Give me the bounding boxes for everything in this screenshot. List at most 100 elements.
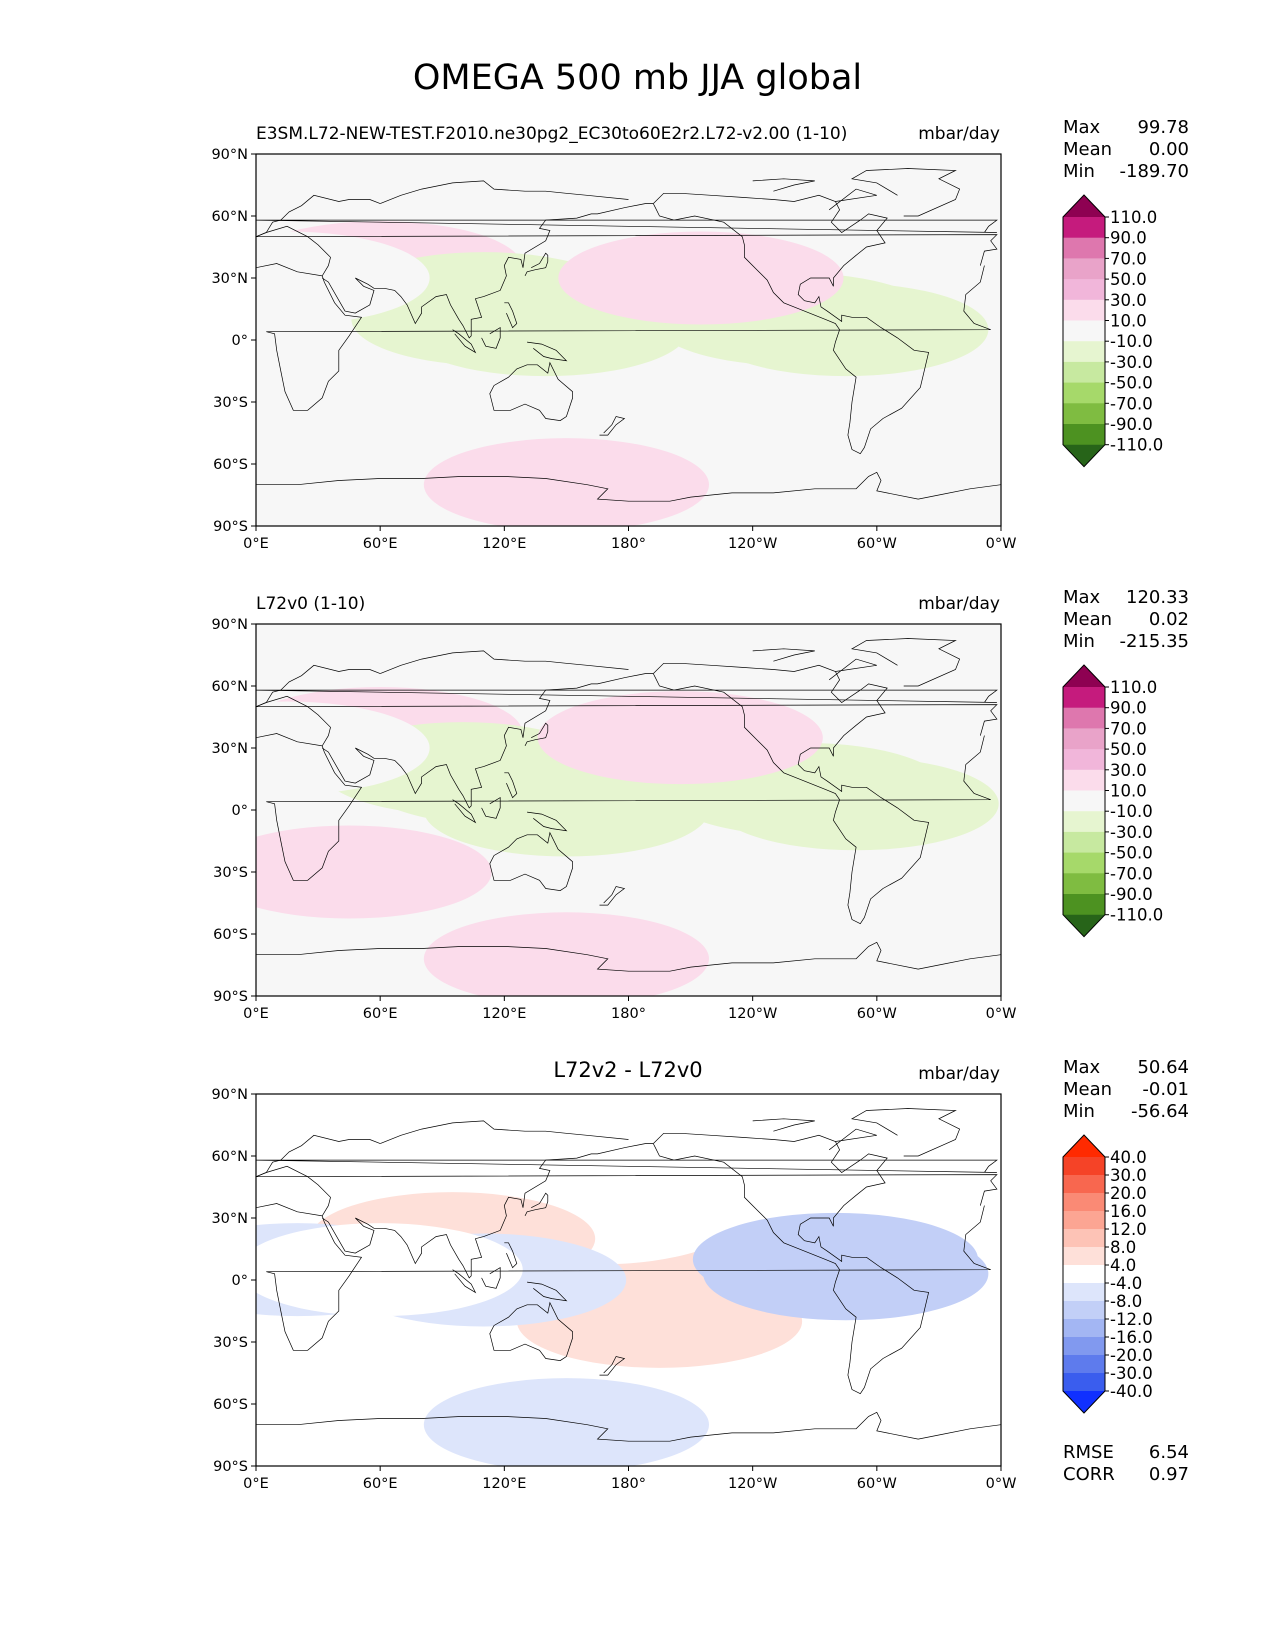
colorbar-tick-label: -50.0	[1110, 374, 1153, 393]
colorbar-tick-label: 10.0	[1110, 312, 1147, 331]
colorbar-tick-label: 70.0	[1110, 719, 1147, 738]
colorbar-segment	[1063, 403, 1105, 425]
field-feature-9	[256, 231, 430, 325]
colorbar-tick-label: -10.0	[1110, 332, 1153, 351]
colorbar-tick-label: -90.0	[1110, 885, 1153, 904]
field-feature-6	[423, 912, 709, 996]
y-tick-label: 90°N	[211, 617, 248, 633]
y-tick-label: 60°S	[213, 1397, 248, 1413]
colorbar-segment	[1063, 1373, 1105, 1392]
y-tick-label: 30°N	[211, 741, 248, 757]
x-tick-label: 0°E	[243, 1476, 269, 1492]
coastline	[504, 1242, 518, 1269]
x-tick-label: 120°W	[728, 1006, 777, 1022]
field-feature-11	[734, 1409, 1001, 1466]
field-features	[256, 221, 989, 526]
field-feature-8	[703, 1227, 989, 1321]
colorbar-tick-label: -30.0	[1110, 1364, 1153, 1383]
coastline	[527, 811, 568, 832]
colorbar-segment	[1063, 258, 1105, 280]
coastline	[599, 416, 626, 436]
colorbar-tick-label: -30.0	[1110, 823, 1153, 842]
coastline	[504, 302, 518, 329]
coastline	[524, 252, 549, 277]
coastline	[527, 341, 568, 362]
colorbar-segment	[1063, 299, 1105, 321]
y-tick-label: 90°S	[213, 519, 248, 535]
coastline	[850, 168, 961, 217]
y-tick-label: 30°S	[213, 1335, 248, 1351]
colorbar-segment	[1063, 320, 1105, 342]
colorbar-segment	[1063, 424, 1105, 446]
colorbar-segment	[1063, 873, 1105, 895]
y-tick-label: 0°	[232, 1273, 248, 1289]
y-tick-label: 30°N	[211, 1211, 248, 1227]
coastline	[752, 178, 815, 192]
field-feature-10	[423, 1378, 709, 1466]
colorbar-tick-label: 110.0	[1110, 678, 1157, 697]
coastline	[256, 664, 381, 708]
coastlines	[256, 638, 1001, 972]
panel3-title: L72v2 - L72v0	[553, 1058, 703, 1082]
coastline	[256, 225, 331, 277]
coastline	[322, 673, 654, 809]
coastline	[489, 831, 573, 891]
y-tick-label: 60°N	[211, 209, 248, 225]
coastline	[322, 1143, 654, 1279]
coastlines	[256, 1108, 1001, 1442]
field-feature-9	[256, 701, 430, 795]
colorbar-segment	[1063, 279, 1105, 301]
y-tick-label: 60°N	[211, 679, 248, 695]
coastlines	[256, 168, 1001, 502]
coastline	[380, 180, 629, 204]
colorbar-tick-label: -40.0	[1110, 1382, 1153, 1401]
x-tick-label: 0°W	[986, 1476, 1017, 1492]
colorbar-segment	[1063, 237, 1105, 259]
coastline	[380, 650, 629, 674]
coastline	[752, 1118, 815, 1132]
colorbar-segment	[1063, 217, 1105, 239]
coastline	[452, 799, 477, 824]
colorbar-difference: 40.030.020.016.012.08.04.0-4.0-8.0-12.0-…	[1062, 1134, 1153, 1414]
coastline	[652, 1132, 930, 1395]
panel2-units: mbar/day	[918, 594, 1000, 614]
panel1-title: E3SM.L72-NEW-TEST.F2010.ne30pg2_EC30to60…	[256, 124, 848, 144]
coastline	[599, 886, 626, 906]
colorbar-tick-label: 30.0	[1110, 1166, 1147, 1185]
colorbar-tick-label: 10.0	[1110, 782, 1147, 801]
coastline	[504, 772, 518, 799]
y-tick-label: 30°S	[213, 865, 248, 881]
coastline	[256, 194, 381, 238]
coastline	[752, 648, 815, 662]
y-tick-label: 90°N	[211, 147, 248, 163]
colorbar-segment	[1063, 1337, 1105, 1356]
coastline	[266, 735, 991, 881]
field-feature-3	[423, 763, 710, 857]
colorbar-tick-label: -110.0	[1110, 436, 1163, 455]
x-tick-label: 180°	[611, 1476, 646, 1492]
colorbar-tick-label: -70.0	[1110, 394, 1153, 413]
coastline	[828, 1128, 877, 1151]
colorbar-segment	[1063, 707, 1105, 729]
colorbar-tick-label: 16.0	[1110, 1202, 1147, 1221]
colorbar-tick-label: 90.0	[1110, 229, 1147, 248]
colorbar-segment	[1063, 1193, 1105, 1212]
field-feature-8	[537, 691, 823, 785]
coastline	[322, 203, 654, 339]
coastline	[524, 1192, 549, 1217]
map-panel-reference: 90°N 60°N 30°N 0° 30°S 60°S 90°S0°E 60°E 120°E 18…	[211, 617, 1016, 1022]
colorbar-extend-max	[1063, 665, 1105, 687]
coastline	[828, 658, 877, 681]
colorbar-segment	[1063, 1355, 1105, 1374]
y-tick-label: 60°N	[211, 1149, 248, 1165]
x-tick-label: 120°W	[728, 1476, 777, 1492]
colorbar-segment	[1063, 831, 1105, 854]
colorbar-segment	[1063, 1283, 1105, 1302]
x-tick-label: 60°E	[363, 1006, 398, 1022]
colorbar-tick-label: 90.0	[1110, 699, 1147, 718]
coastline	[266, 1205, 991, 1351]
colorbar-segment	[1063, 687, 1105, 709]
x-tick-label: 120°W	[728, 536, 777, 552]
colorbar-segment	[1063, 728, 1105, 750]
coastline	[527, 1281, 568, 1302]
